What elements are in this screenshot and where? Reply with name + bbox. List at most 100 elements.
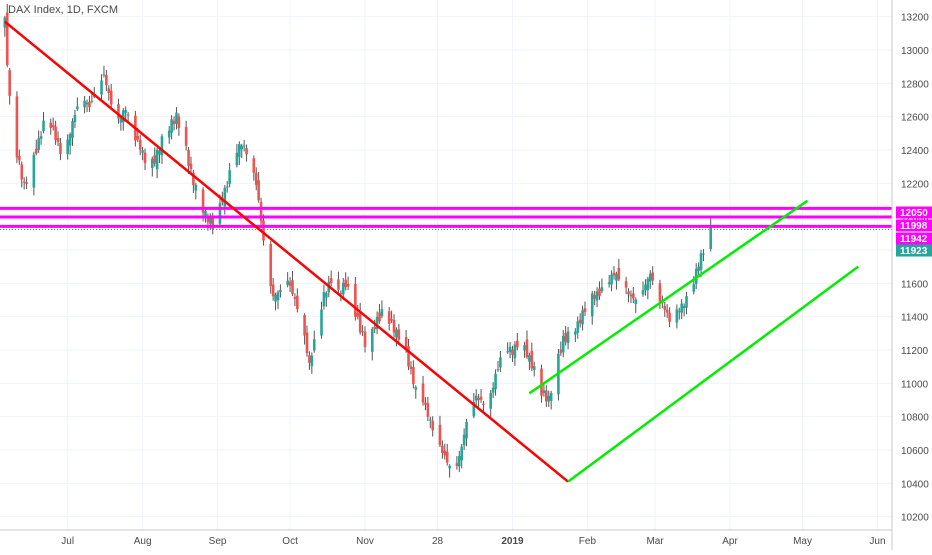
candle-body [18,155,21,161]
x-tick-label: Sep [209,536,227,547]
candle-body [274,294,277,302]
candle-body [85,102,89,105]
candle-body [404,337,408,350]
y-tick-label: 13000 [901,46,929,57]
candle-body [392,319,396,333]
candle-body [465,421,468,439]
candle-body [564,333,567,342]
candle-body [600,287,604,292]
price-level-label-bg [896,219,932,232]
candle-body [325,293,328,298]
candle-body [491,387,495,393]
candle-body [443,450,447,456]
candle-body [634,299,638,305]
x-tick-label: Aug [134,536,152,547]
candle-body [697,266,700,271]
candle-body [496,369,500,371]
candle-body [607,282,611,285]
candle-body [677,311,681,313]
candle-body [610,274,613,285]
candle-body [238,144,241,157]
candle-body [370,329,374,352]
candle-body [119,117,123,123]
candle-body [136,136,140,140]
trendline [4,20,569,483]
candle-body [288,281,292,286]
candle-body [424,402,427,405]
y-tick-label: 11600 [901,279,929,290]
candle-body [361,331,364,333]
candle-body [547,395,551,402]
candle-body [117,104,120,119]
candle-body [479,396,483,400]
candle-body [20,164,24,180]
y-tick-label: 12200 [901,179,929,190]
candle-body [293,297,297,299]
candle-body [8,70,11,96]
candle-body [228,170,231,184]
candle-body [612,272,616,276]
candle-body [160,136,164,156]
candle-body [472,402,476,417]
candle-body [337,279,340,290]
candle-body [344,279,347,288]
candle-body [54,126,57,140]
candle-body [658,283,662,302]
candle-body [187,149,190,166]
candle-body [83,100,86,108]
trendline [567,265,859,483]
candle-body [641,290,645,295]
y-tick-label: 10200 [901,513,929,524]
candle-body [34,148,38,154]
candle-body [100,80,103,95]
price-level-label: 12050 [900,208,928,219]
candle-body [25,182,28,184]
candle-body [513,344,517,359]
candle-body [194,184,198,191]
candle-body [624,281,628,288]
candle-body [615,273,618,281]
candle-body [395,329,398,338]
x-tick-label: May [793,536,812,547]
candle-body [409,366,413,370]
grid [0,0,892,530]
candle-body [279,289,282,293]
candle-body [438,424,442,446]
x-tick-label: Apr [722,536,738,547]
x-tick-label: 28 [432,536,444,547]
candle-body [339,293,343,295]
candle-body [175,112,178,124]
candle-body [477,397,480,401]
candle-body [71,121,74,138]
candle-body [42,120,45,132]
candle-body [102,74,106,76]
y-tick-label: 11400 [901,313,929,324]
candle-body [308,355,311,363]
candle-body [126,114,130,116]
candle-body [663,305,667,310]
price-level-label: 11923 [900,246,928,257]
candle-body [397,329,401,340]
y-tick-label: 12400 [901,146,929,157]
price-level-label: 11942 [900,234,928,245]
x-tick-label: Oct [282,536,298,547]
candle-body [322,292,326,307]
candle-body [177,116,181,129]
candle-body [530,350,534,369]
candle-body [245,148,248,155]
candle-body [525,339,529,358]
candle-body [354,284,357,317]
candle-body [201,189,205,213]
candle-body [153,155,157,164]
candle-body [709,225,712,249]
candle-body [305,332,309,354]
candle-body [566,331,570,344]
candle-body [414,387,418,390]
candle-body [5,12,9,65]
y-tick-label: 11200 [901,346,929,357]
price-level-label-bg [896,232,932,245]
candle-body [511,349,514,355]
candle-body [206,215,210,223]
x-tick-label: Mar [646,536,664,547]
